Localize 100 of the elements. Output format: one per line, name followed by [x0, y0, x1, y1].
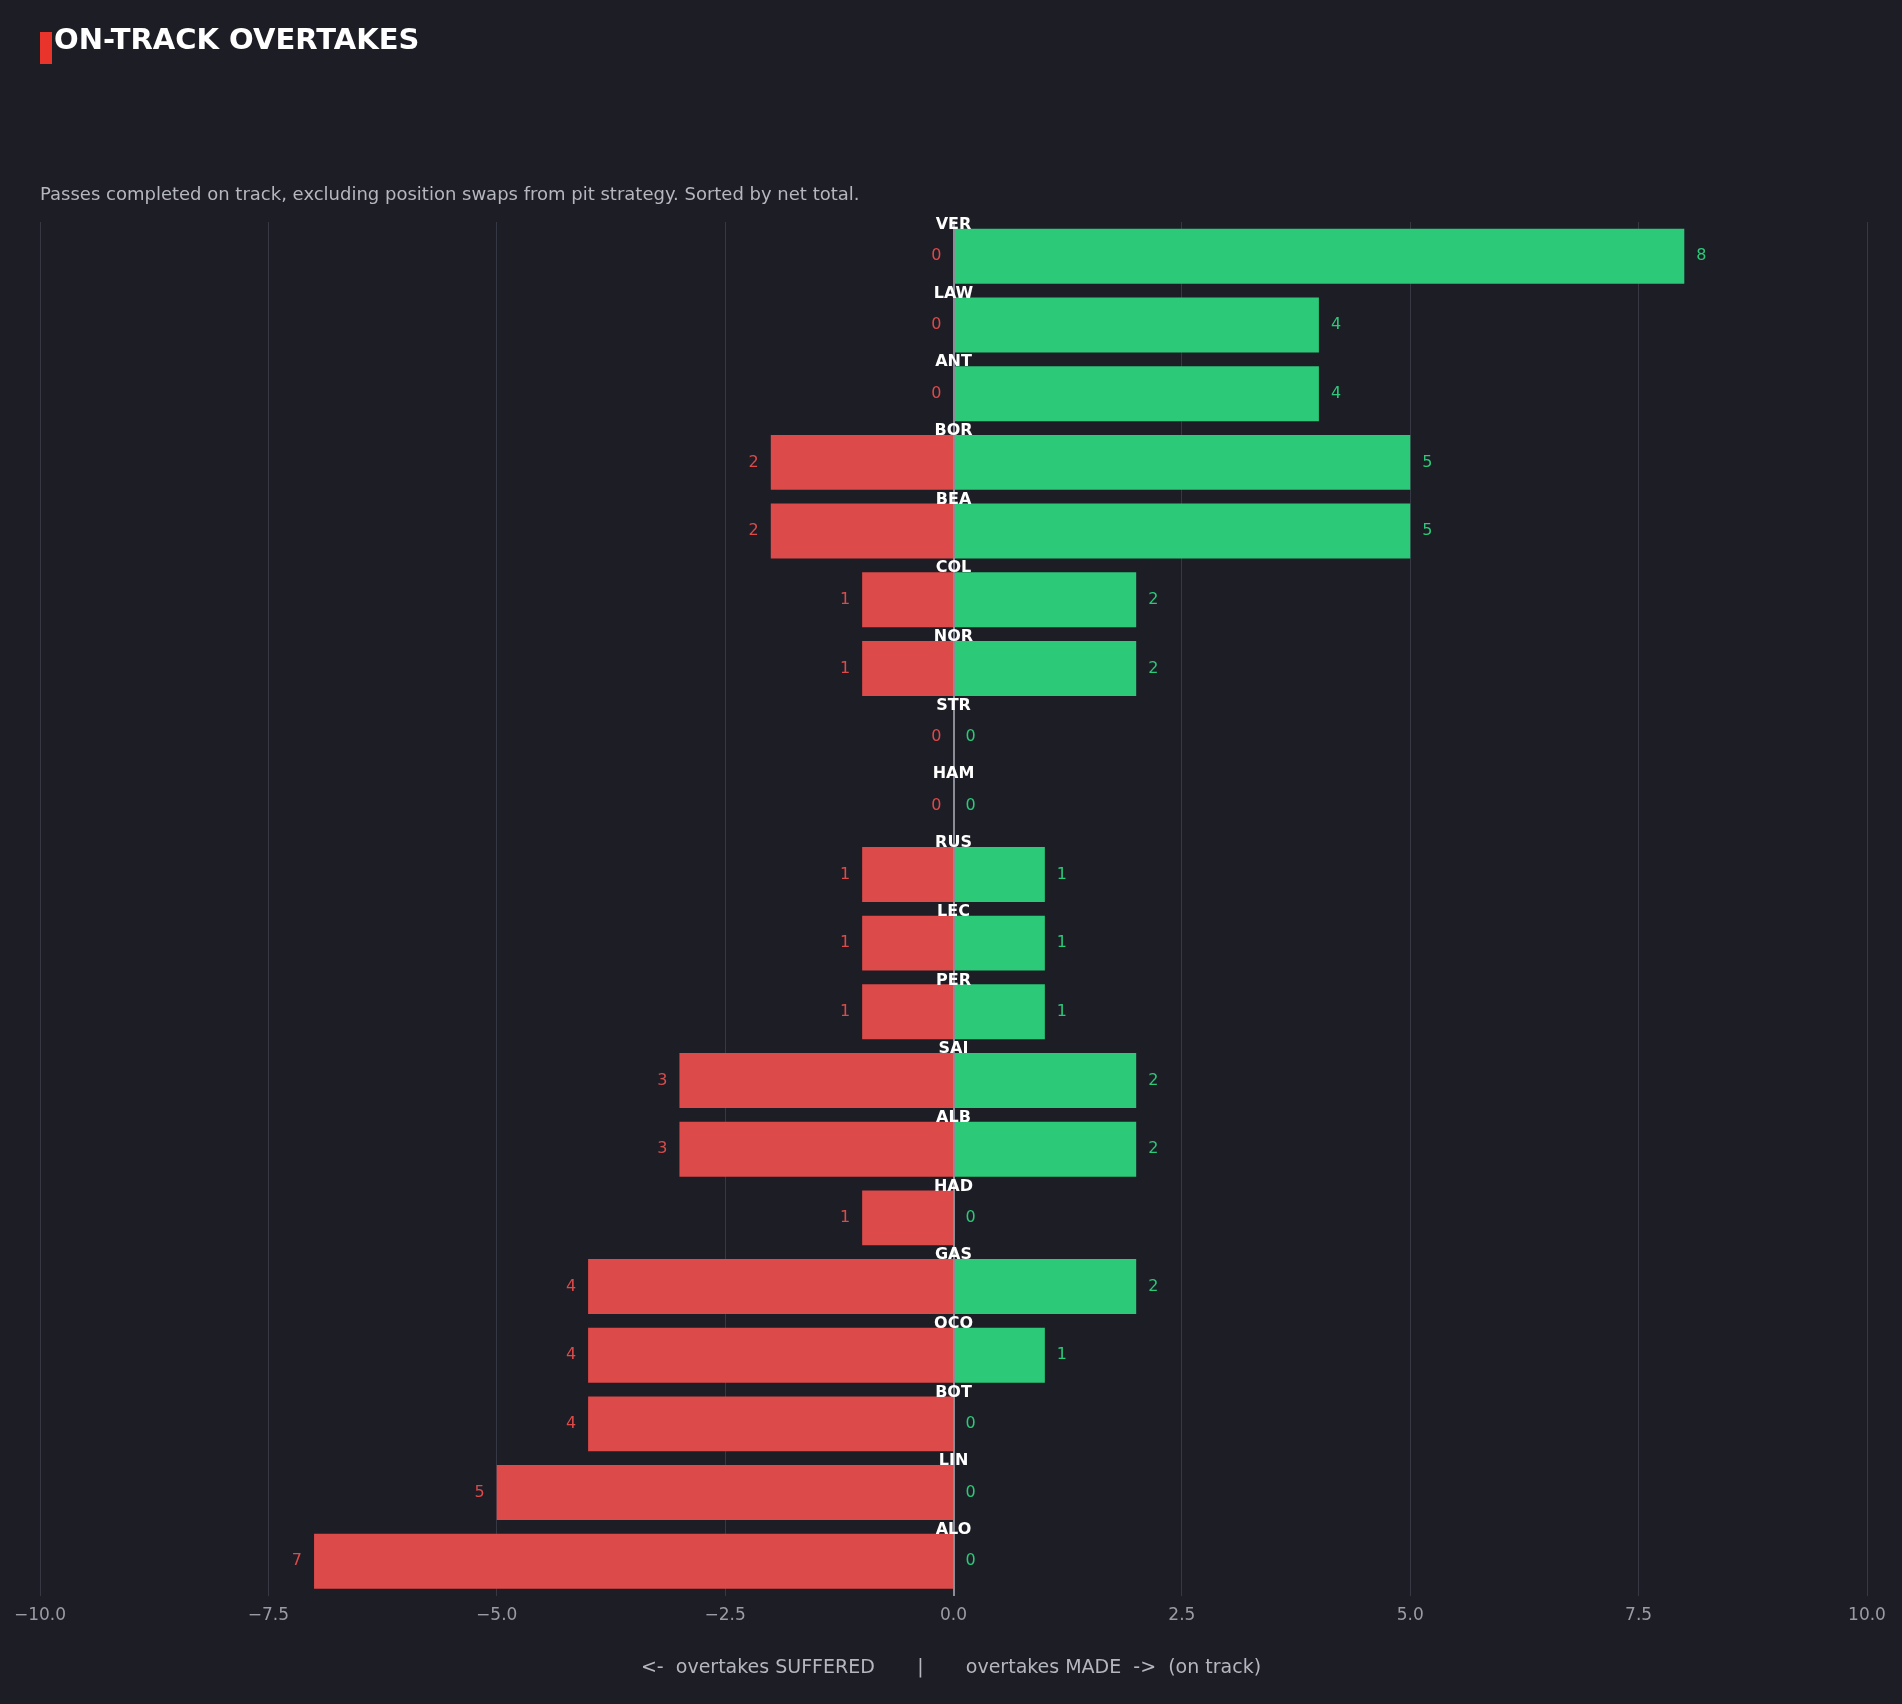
bar [770, 434, 953, 490]
bar [954, 915, 1045, 971]
data-label: 2 [748, 451, 759, 471]
bar [954, 1121, 1137, 1177]
bar [954, 984, 1045, 1040]
x-tick-label: 5.0 [1396, 1604, 1424, 1625]
data-label: 5 [1422, 451, 1433, 471]
x-tick-label: −10.0 [13, 1604, 67, 1625]
data-label: 1 [1056, 1000, 1068, 1020]
data-label: 0 [931, 794, 942, 814]
data-label: 0 [931, 314, 942, 334]
y-tick-label: RUS [935, 832, 972, 852]
data-label: 4 [1330, 382, 1342, 402]
y-tick-label: NOR [933, 626, 974, 646]
y-tick-label: STR [936, 694, 971, 714]
data-label: 1 [839, 1000, 851, 1020]
data-label: 4 [565, 1413, 577, 1433]
bar [954, 366, 1319, 422]
data-label: 2 [1148, 588, 1159, 608]
data-label: 4 [1330, 314, 1342, 334]
bar [862, 572, 953, 628]
y-tick-label: BOT [935, 1381, 972, 1401]
bar [314, 1533, 953, 1589]
x-tick-label: −5.0 [476, 1604, 518, 1625]
y-tick-label: PER [936, 969, 971, 989]
data-label: 8 [1696, 245, 1707, 265]
bar [862, 1190, 953, 1246]
x-tick-label: −7.5 [247, 1604, 290, 1625]
data-label: 0 [965, 1481, 976, 1501]
bar [862, 915, 953, 971]
data-label: 2 [1148, 1138, 1159, 1158]
y-tick-label: BOR [934, 420, 973, 440]
bar [954, 846, 1045, 902]
data-label: 2 [1148, 657, 1159, 677]
y-tick-label: GAS [934, 1244, 973, 1264]
bar [862, 984, 953, 1040]
bar [588, 1396, 953, 1452]
data-label: 1 [839, 588, 851, 608]
bar [862, 846, 953, 902]
data-label: 3 [657, 1138, 668, 1158]
chart-title: ON-TRACK OVERTAKES [54, 22, 420, 56]
data-label: 0 [931, 726, 942, 746]
bar [954, 572, 1137, 628]
y-tick-label: HAD [933, 1175, 974, 1195]
bar [954, 503, 1411, 559]
bar [954, 434, 1411, 490]
y-tick-label: ALO [935, 1518, 972, 1538]
data-label: 3 [657, 1069, 668, 1089]
data-label: 1 [839, 932, 851, 952]
data-label: 5 [1422, 520, 1433, 540]
y-tick-label: SAI [938, 1038, 969, 1058]
chart-subtitle: Passes completed on track, excluding position swaps from pit strategy. Sorted by net total. [40, 183, 860, 204]
x-tick-label: 7.5 [1625, 1604, 1653, 1625]
x-axis-title: <- overtakes SUFFERED | overtakes MADE -> (on track) [639, 1655, 1263, 1677]
data-label: 0 [965, 1207, 976, 1227]
data-label: 0 [965, 1550, 976, 1570]
data-label: 1 [1056, 932, 1068, 952]
bar [588, 1327, 953, 1383]
bar [954, 640, 1137, 696]
y-tick-label: ANT [935, 351, 972, 371]
bar [954, 1327, 1045, 1383]
bar [954, 228, 1685, 284]
y-tick-label: HAM [932, 763, 975, 783]
data-label: 0 [931, 382, 942, 402]
y-tick-label: BEA [935, 488, 972, 508]
data-label: 7 [291, 1550, 303, 1570]
bar [770, 503, 953, 559]
bar [679, 1053, 953, 1108]
bar [862, 640, 953, 696]
data-label: 2 [1148, 1069, 1159, 1089]
data-label: 1 [1056, 863, 1068, 883]
data-label: 0 [965, 726, 976, 746]
data-label: 1 [1056, 1344, 1068, 1364]
data-label: 4 [565, 1275, 577, 1295]
x-tick-label: 10.0 [1848, 1604, 1886, 1625]
data-label: 4 [565, 1344, 577, 1364]
x-tick-label: 2.5 [1168, 1604, 1196, 1625]
bar [954, 1259, 1137, 1315]
bar [954, 1053, 1137, 1108]
y-tick-label: COL [935, 557, 972, 577]
data-label: 1 [839, 863, 851, 883]
data-label: 0 [965, 1413, 976, 1433]
bar [588, 1259, 953, 1315]
bar [954, 297, 1319, 353]
data-label: 2 [748, 520, 759, 540]
data-label: 2 [1148, 1275, 1159, 1295]
x-tick-label: −2.5 [704, 1604, 746, 1625]
data-label: 1 [839, 1207, 851, 1227]
bar [496, 1465, 953, 1521]
data-label: 0 [931, 245, 942, 265]
x-tick-label: 0.0 [939, 1604, 968, 1625]
y-tick-label: VER [935, 214, 972, 234]
y-tick-label: LIN [938, 1450, 969, 1470]
data-label: 1 [839, 657, 851, 677]
bar [679, 1121, 953, 1177]
data-label: 5 [474, 1481, 485, 1501]
y-tick-label: LEC [937, 900, 970, 920]
y-tick-label: ALB [936, 1106, 971, 1126]
data-label: 0 [965, 794, 976, 814]
y-tick-label: LAW [933, 282, 974, 302]
